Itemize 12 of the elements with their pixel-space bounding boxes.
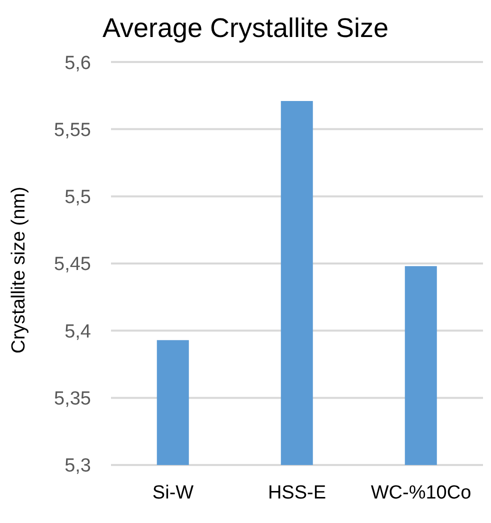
y-tick-label: 5,45 bbox=[54, 254, 91, 276]
x-tick-label: WC-%10Co bbox=[370, 482, 472, 504]
y-tick-label: 5,35 bbox=[54, 388, 91, 410]
y-tick-label: 5,55 bbox=[54, 120, 91, 141]
x-tick-label: Si-W bbox=[152, 482, 194, 504]
chart-title: Average Crystallite Size bbox=[101, 12, 390, 45]
y-tick-label: 5,4 bbox=[64, 321, 92, 342]
y-axis-title: Crystallite size (nm) bbox=[8, 186, 30, 354]
y-tick-label: 5,5 bbox=[64, 187, 91, 208]
y-tick-label: 5,3 bbox=[64, 456, 91, 477]
y-tick-label: 5,6 bbox=[64, 52, 91, 74]
x-tick-label: HSS-E bbox=[268, 482, 326, 504]
